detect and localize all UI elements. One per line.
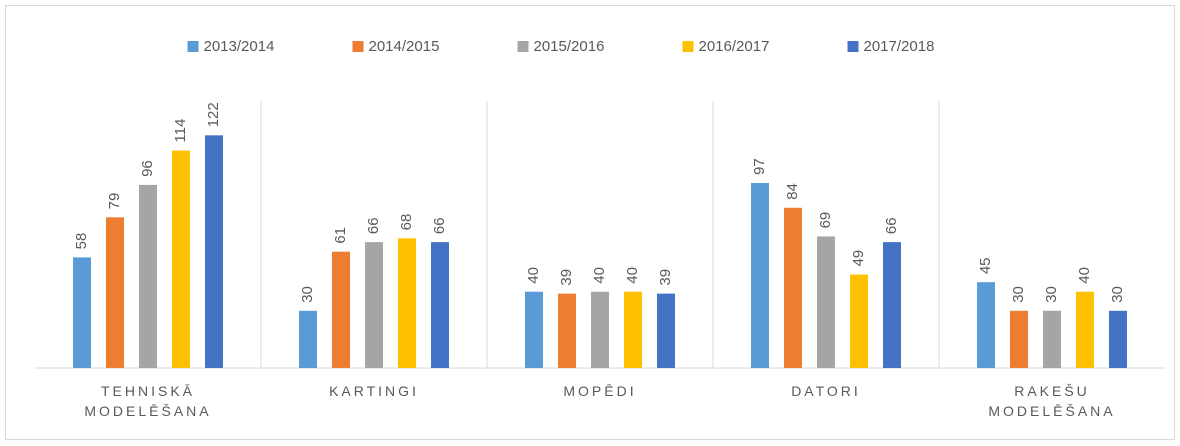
data-label: 66 [883, 217, 900, 234]
bar [1109, 310, 1127, 368]
data-label: 30 [1043, 286, 1060, 303]
data-label: 49 [850, 250, 867, 267]
legend-swatch [187, 41, 199, 52]
data-label: 45 [977, 257, 994, 274]
legend-label: 2016/2017 [699, 38, 770, 55]
data-label: 68 [398, 214, 415, 231]
bar [106, 217, 124, 368]
data-label: 96 [139, 160, 156, 177]
legend-swatch [682, 41, 694, 52]
data-label: 79 [106, 193, 123, 210]
data-label: 66 [365, 217, 382, 234]
bar [558, 293, 576, 368]
bar [365, 242, 383, 368]
data-label: 58 [73, 233, 90, 250]
data-label: 30 [299, 286, 316, 303]
data-label: 40 [525, 267, 542, 284]
bar [784, 207, 802, 368]
bar [398, 238, 416, 368]
data-label: 66 [431, 217, 448, 234]
data-label: 114 [172, 119, 189, 143]
bar [525, 291, 543, 368]
bar [657, 293, 675, 368]
bar [1043, 310, 1061, 368]
bar [205, 135, 223, 368]
data-label: 39 [558, 269, 575, 286]
data-label: 40 [591, 267, 608, 284]
legend-label: 2017/2018 [864, 38, 935, 55]
bar [73, 257, 91, 368]
x-tick-label: DATORI [791, 383, 861, 399]
data-label: 69 [817, 212, 834, 229]
legend-swatch [517, 41, 529, 52]
data-label: 97 [751, 158, 768, 175]
bar [299, 310, 317, 368]
data-label: 30 [1010, 286, 1027, 303]
x-tick-label: KARTINGI [329, 383, 419, 399]
bar [850, 274, 868, 368]
bar [1076, 291, 1094, 368]
bar [431, 242, 449, 368]
x-tick-label: RAKEŠU MODELĒŠANA [988, 383, 1116, 419]
data-label: 61 [332, 227, 349, 244]
data-label: 40 [624, 267, 641, 284]
bar [1010, 310, 1028, 368]
bar [751, 183, 769, 368]
bar [591, 291, 609, 368]
bar [172, 150, 190, 368]
bar [624, 291, 642, 368]
data-label: 30 [1109, 286, 1126, 303]
x-tick-label: TEHNISKĀ MODELĒŠANA [84, 383, 212, 419]
bar [883, 242, 901, 368]
x-tick-label: MOPĒDI [563, 383, 637, 399]
bar [332, 251, 350, 368]
data-label: 39 [657, 269, 674, 286]
legend-swatch [847, 41, 859, 52]
legend-label: 2013/2014 [204, 38, 275, 55]
bar [817, 236, 835, 368]
bar [139, 184, 157, 368]
data-label: 84 [784, 183, 801, 200]
data-label: 40 [1076, 267, 1093, 284]
data-label: 122 [205, 102, 222, 127]
legend-label: 2015/2016 [534, 38, 605, 55]
bar [977, 282, 995, 368]
legend-label: 2014/2015 [369, 38, 440, 55]
legend-swatch [352, 41, 364, 52]
